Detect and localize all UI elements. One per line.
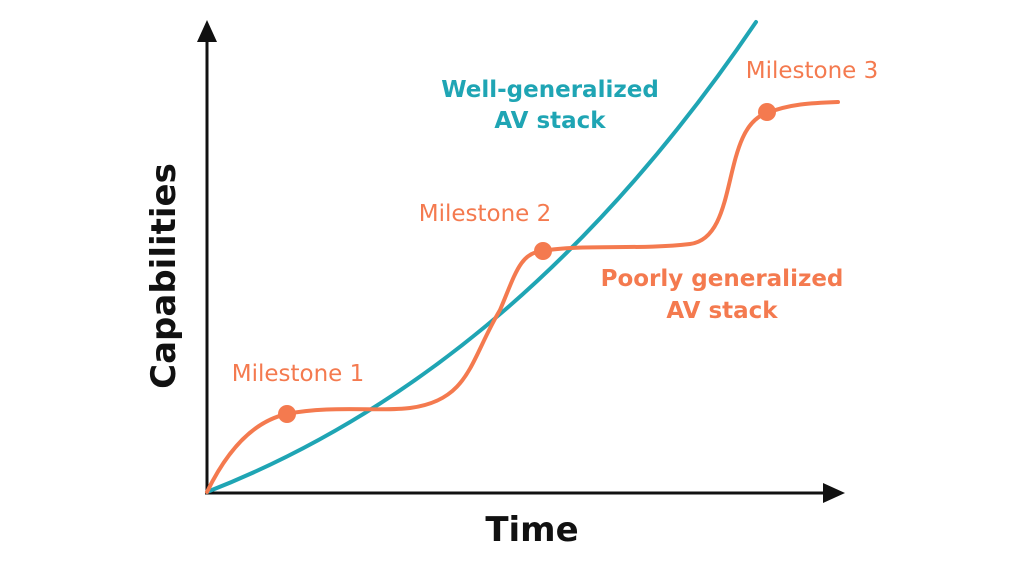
y-axis-label: Capabilities (144, 163, 184, 389)
well-generalized-curve (205, 20, 758, 494)
milestone-1-dot (278, 405, 296, 423)
milestone-3-label: Milestone 3 (746, 58, 879, 84)
well-generalized-label-line2: AV stack (494, 108, 606, 134)
milestone-3-dot (758, 103, 776, 121)
poorly-generalized-curve (205, 100, 840, 494)
x-axis-label: Time (485, 510, 578, 550)
milestone-1-label: Milestone 1 (232, 361, 365, 387)
milestone-2-label: Milestone 2 (419, 201, 552, 227)
poorly-generalized-label-line2: AV stack (666, 298, 778, 324)
x-axis-arrow-icon (823, 483, 845, 503)
poorly-generalized-label-line1: Poorly generalized (601, 266, 844, 292)
axes (197, 20, 845, 503)
y-axis-arrow-icon (197, 20, 217, 42)
well-generalized-label-line1: Well-generalized (441, 77, 659, 103)
milestone-2-dot (534, 242, 552, 260)
